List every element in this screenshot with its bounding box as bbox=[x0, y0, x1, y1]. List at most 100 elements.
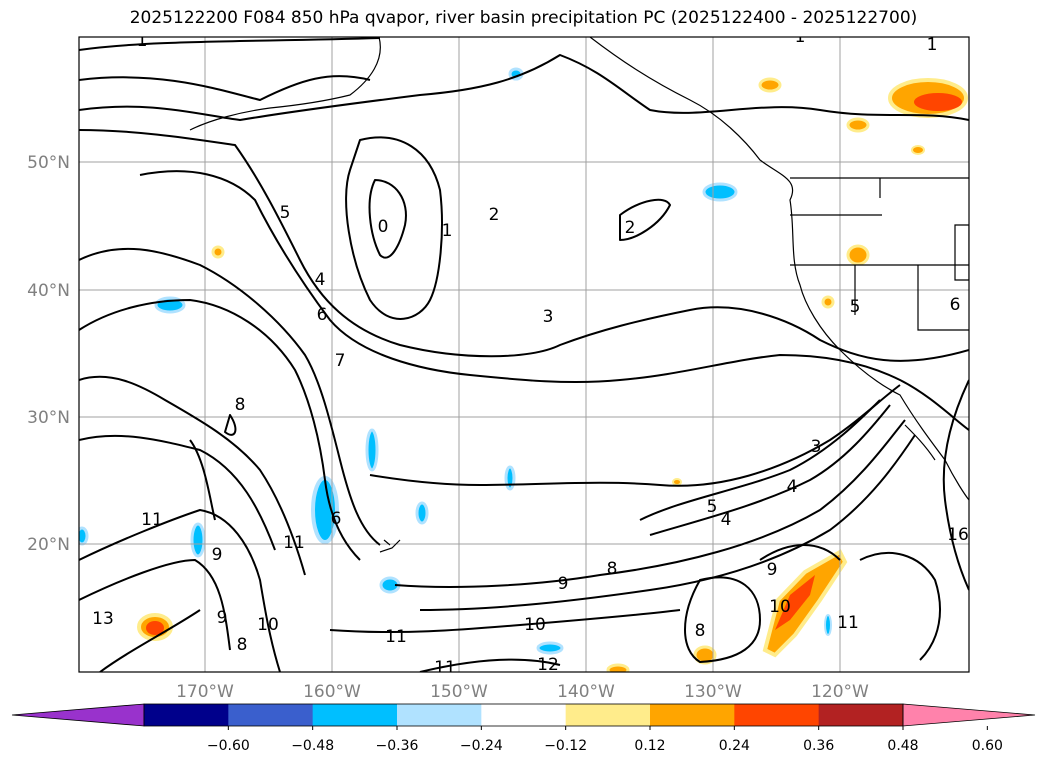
contour-label: 4 bbox=[315, 270, 326, 290]
contour-label: 6 bbox=[317, 305, 328, 325]
contour-label: 2 bbox=[625, 218, 636, 238]
colorbar-segment bbox=[481, 704, 567, 726]
precip-patch bbox=[824, 614, 832, 636]
contour-label: 16 bbox=[947, 525, 969, 545]
contour-label: 10 bbox=[524, 615, 546, 635]
colorbar-tick-label: 0.48 bbox=[887, 738, 918, 754]
precip-patch bbox=[504, 465, 516, 491]
contour-label: 5 bbox=[280, 203, 291, 223]
contour-label: 6 bbox=[950, 295, 961, 315]
contour-label: 1 bbox=[795, 27, 806, 47]
contour-label: 4 bbox=[787, 477, 798, 497]
lat-label: 30°N bbox=[27, 408, 70, 428]
lat-label: 20°N bbox=[27, 535, 70, 555]
contour-label: 9 bbox=[767, 560, 778, 580]
colorbar-tick-label: −0.12 bbox=[544, 738, 587, 754]
colorbar-segment bbox=[397, 704, 482, 726]
contour-label: 12 bbox=[537, 655, 559, 675]
lat-label: 40°N bbox=[27, 281, 70, 301]
precip-patch bbox=[190, 522, 206, 558]
precip-patch bbox=[702, 182, 738, 202]
precip-patch bbox=[821, 295, 835, 309]
map-title: 2025122200 F084 850 hPa qvapor, river ba… bbox=[129, 8, 918, 28]
precip-patch bbox=[914, 93, 962, 111]
lon-label: 160°W bbox=[303, 682, 361, 702]
precip-patch bbox=[762, 549, 848, 658]
contour-label: 11 bbox=[434, 658, 456, 678]
contour-label: 8 bbox=[607, 559, 618, 579]
precip-patch bbox=[365, 428, 379, 472]
precip-patch bbox=[911, 145, 925, 155]
qvapor-contours bbox=[79, 37, 969, 672]
contour-label: 3 bbox=[543, 307, 554, 327]
colorbar-tick-label: 0.60 bbox=[972, 738, 1003, 754]
contour-label: 1 bbox=[927, 35, 938, 55]
colorbar-segment bbox=[734, 704, 820, 726]
lon-label: 150°W bbox=[430, 682, 488, 702]
lon-label: 140°W bbox=[557, 682, 615, 702]
colorbar-tick-label: 0.36 bbox=[803, 738, 834, 754]
contour-labels: 1 1 1 0 1 2 2 3 5 4 6 7 8 11 9 11 6 9 8 … bbox=[92, 27, 969, 678]
contour-label: 5 bbox=[707, 497, 718, 517]
graticule bbox=[79, 37, 969, 672]
precip-patch bbox=[606, 663, 630, 672]
contour-label: 3 bbox=[811, 437, 822, 457]
contour-label: 0 bbox=[378, 217, 389, 237]
colorbar-segment bbox=[565, 704, 651, 726]
colorbar-extend-low bbox=[11, 703, 145, 727]
contour-label: 11 bbox=[837, 613, 859, 633]
colorbar-tick-label: −0.24 bbox=[460, 738, 503, 754]
colorbar-outline bbox=[143, 703, 904, 727]
contour-label: 11 bbox=[283, 533, 305, 553]
lon-label: 170°W bbox=[176, 682, 234, 702]
contour-label: 2 bbox=[489, 205, 500, 225]
colorbar-tick-label: −0.36 bbox=[376, 738, 419, 754]
contour-label: 5 bbox=[850, 297, 861, 317]
contour-label: 10 bbox=[257, 615, 279, 635]
longitude-labels: 170°W 160°W 150°W 140°W 130°W 120°W bbox=[176, 682, 869, 702]
colorbar-segment bbox=[818, 704, 904, 726]
contour-label: 9 bbox=[217, 608, 228, 628]
lon-label: 120°W bbox=[811, 682, 869, 702]
precip-patch bbox=[211, 245, 225, 259]
contour-label: 7 bbox=[335, 351, 346, 371]
lon-label: 130°W bbox=[684, 682, 742, 702]
colorbar-ticks: −0.60 −0.48 −0.36 −0.24 −0.12 0.12 0.24 0.36 0.4… bbox=[207, 726, 1003, 754]
contour-label: 8 bbox=[235, 395, 246, 415]
contour-label: 11 bbox=[141, 510, 163, 530]
precip-patch bbox=[846, 117, 870, 133]
precip-patch bbox=[672, 478, 682, 486]
lat-label: 50°N bbox=[27, 153, 70, 173]
precip-patch bbox=[146, 621, 164, 635]
precip-patch bbox=[758, 77, 782, 93]
colorbar-segment bbox=[650, 704, 735, 726]
precip-patch bbox=[693, 645, 717, 665]
colorbar-tick-label: −0.48 bbox=[291, 738, 334, 754]
contour-label: 13 bbox=[92, 609, 114, 629]
colorbar-segment bbox=[144, 704, 229, 726]
contour-label: 4 bbox=[721, 510, 732, 530]
colorbar-extend-high bbox=[902, 703, 1036, 727]
precip-patch bbox=[415, 501, 429, 525]
contour-label: 6 bbox=[331, 509, 342, 529]
contour-label: 8 bbox=[695, 621, 706, 641]
contour-label: 9 bbox=[212, 545, 223, 565]
contour-label: 9 bbox=[558, 574, 569, 594]
contour-label: 8 bbox=[237, 635, 248, 655]
contour-label: 1 bbox=[137, 31, 148, 51]
colorbar-segment bbox=[312, 704, 398, 726]
colorbar-tick-label: 0.12 bbox=[634, 738, 665, 754]
contour-label: 1 bbox=[442, 221, 453, 241]
colorbar bbox=[11, 703, 1036, 727]
colorbar-segment bbox=[228, 704, 314, 726]
contour-label: 10 bbox=[769, 597, 791, 617]
latitude-labels: 50°N 40°N 30°N 20°N bbox=[27, 153, 70, 555]
colorbar-tick-label: 0.24 bbox=[719, 738, 750, 754]
contour-label: 11 bbox=[385, 627, 407, 647]
precip-patch bbox=[846, 244, 870, 266]
precip-patch bbox=[536, 641, 564, 655]
coastlines bbox=[189, 37, 969, 553]
map-border bbox=[78, 36, 970, 673]
colorbar-tick-label: −0.60 bbox=[207, 738, 250, 754]
